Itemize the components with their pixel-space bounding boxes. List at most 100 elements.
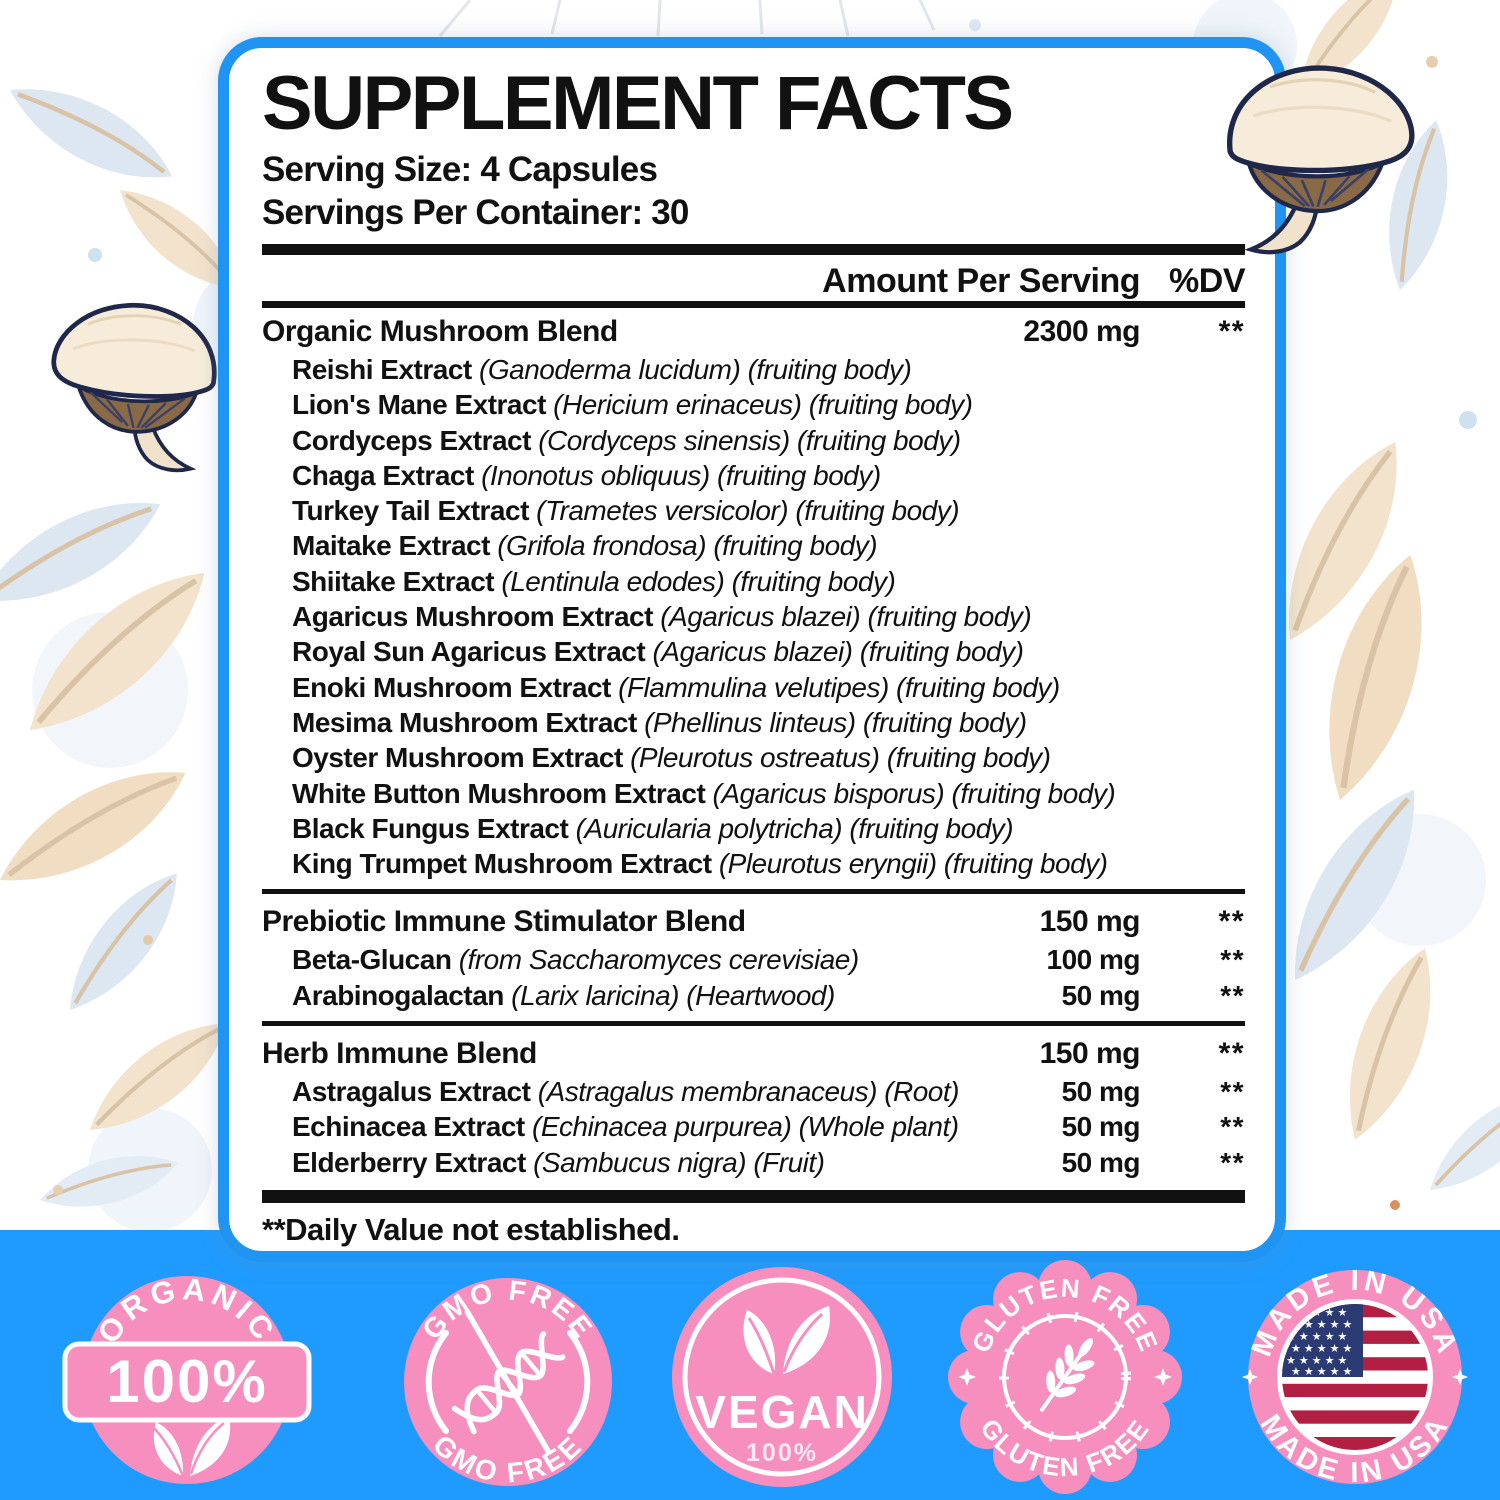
ingredient-name: White Button Mushroom Extract (Agaricus … bbox=[292, 777, 1116, 809]
table-header: Amount Per Serving %DV bbox=[262, 255, 1245, 301]
usa-flag-icon: ★★★★★★★★★★ ★★★★★★★★★★ ★★★★★★★★★★ bbox=[1282, 1304, 1428, 1450]
ingredient-dv: ** bbox=[1220, 979, 1245, 1011]
ingredient-amount: 100 mg bbox=[1046, 944, 1141, 976]
ingredient-amount: 150 mg bbox=[1039, 905, 1141, 939]
ingredient-row: Echinacea Extract (Echinacea purpurea) (… bbox=[262, 1109, 1245, 1144]
dna-icon bbox=[451, 1308, 566, 1456]
ingredient-name: Beta-Glucan (from Saccharomyces cerevisi… bbox=[292, 944, 859, 976]
divider bbox=[262, 301, 1245, 308]
made-in-usa-badge: MADE IN USA MADE IN USA ★★★★★ ★★★★★ ★★★★★… bbox=[1242, 1265, 1468, 1489]
facts-rows: Organic Mushroom Blend 2300 mg ** Reishi Ex… bbox=[262, 312, 1245, 1180]
ingredient-name: Prebiotic Immune Stimulator Blend bbox=[262, 905, 746, 939]
wheat-icon bbox=[1040, 1338, 1095, 1412]
ingredient-row: White Button Mushroom Extract (Agaricus … bbox=[262, 776, 1245, 811]
leaf-cluster-left bbox=[0, 66, 254, 1223]
ingredient-row: Shiitake Extract (Lentinula edodes) (fru… bbox=[262, 564, 1245, 599]
ingredient-amount: 50 mg bbox=[1061, 1146, 1141, 1178]
ingredient-amount: 50 mg bbox=[1061, 1076, 1141, 1108]
sketch-lines bbox=[438, 0, 936, 37]
ingredient-row: King Trumpet Mushroom Extract (Pleurotus… bbox=[262, 846, 1245, 881]
ingredient-amount: 50 mg bbox=[1061, 979, 1141, 1011]
ingredient-name: Organic Mushroom Blend bbox=[262, 315, 618, 348]
ingredient-row: Maitake Extract (Grifola frondosa) (frui… bbox=[262, 528, 1245, 563]
star-icon bbox=[958, 1368, 1172, 1386]
ingredient-name: Reishi Extract (Ganoderma lucidum) (frui… bbox=[292, 354, 912, 385]
ingredient-name: Turkey Tail Extract (Trametes versicolor… bbox=[292, 495, 960, 527]
ingredient-name: Maitake Extract (Grifola frondosa) (frui… bbox=[292, 530, 878, 562]
star-icon bbox=[1242, 1369, 1468, 1385]
column-dv: %DV bbox=[1169, 262, 1245, 300]
ingredient-row: Royal Sun Agaricus Extract (Agaricus bla… bbox=[262, 634, 1245, 669]
blend-row: Organic Mushroom Blend 2300 mg ** bbox=[262, 312, 1245, 352]
supplement-facts-panel: SUPPLEMENT FACTS Serving Size: 4 Capsule… bbox=[218, 37, 1286, 1262]
gmo-free-badge: GMO FREE GMO FREE bbox=[404, 1275, 612, 1488]
ingredient-row: Chaga Extract (Inonotus obliquus) (fruit… bbox=[262, 458, 1245, 493]
ingredient-name: Mesima Mushroom Extract (Phellinus linte… bbox=[292, 706, 1027, 738]
ingredient-row: Agaricus Mushroom Extract (Agaricus blaz… bbox=[262, 599, 1245, 634]
vegan-label: VEGAN bbox=[695, 1386, 869, 1438]
ingredient-name: Chaga Extract (Inonotus obliquus) (fruit… bbox=[292, 459, 881, 491]
ingredient-name: Elderberry Extract (Sambucus nigra) (Fru… bbox=[292, 1146, 825, 1178]
ingredient-row: Black Fungus Extract (Auricularia polytr… bbox=[262, 811, 1245, 846]
leaf-icon bbox=[151, 1416, 231, 1477]
divider bbox=[262, 1189, 1245, 1203]
ingredient-dv: ** bbox=[1218, 1037, 1245, 1071]
vegan-badge: VEGAN 100% bbox=[672, 1267, 892, 1487]
ingredient-name: Enoki Mushroom Extract (Flammulina velut… bbox=[292, 671, 1060, 703]
ingredient-name: Black Fungus Extract (Auricularia polytr… bbox=[292, 812, 1014, 844]
footnote: **Daily Value not established. bbox=[262, 1211, 680, 1247]
ingredient-row: Cordyceps Extract (Cordyceps sinensis) (… bbox=[262, 423, 1245, 458]
ingredient-row: Oyster Mushroom Extract (Pleurotus ostre… bbox=[262, 740, 1245, 775]
column-amount: Amount Per Serving bbox=[822, 262, 1140, 300]
ingredient-name: Astragalus Extract (Astragalus membranac… bbox=[292, 1076, 959, 1108]
ingredient-name: Royal Sun Agaricus Extract (Agaricus bla… bbox=[292, 636, 1024, 668]
blend-row: Prebiotic Immune Stimulator Blend 150 mg *… bbox=[262, 902, 1245, 942]
ingredient-name: Lion's Mane Extract (Hericium erinaceus)… bbox=[292, 389, 973, 421]
svg-text:★★★★★: ★★★★★ bbox=[1291, 1342, 1355, 1355]
ingredient-row: Mesima Mushroom Extract (Phellinus linte… bbox=[262, 705, 1245, 740]
ingredient-name: Agaricus Mushroom Extract (Agaricus blaz… bbox=[292, 601, 1032, 633]
ingredient-row: Turkey Tail Extract (Trametes versicolor… bbox=[262, 493, 1245, 528]
gluten-free-badge: GLUTEN FREE GLUTEN FREE bbox=[948, 1260, 1182, 1494]
ingredient-dv: ** bbox=[1218, 905, 1245, 939]
parentheses-icon bbox=[425, 1330, 591, 1434]
ingredient-amount: 50 mg bbox=[1061, 1111, 1141, 1143]
serving-size: Serving Size: 4 Capsules bbox=[262, 150, 658, 189]
organic-value: 100% bbox=[106, 1348, 267, 1415]
svg-text:★★★★★: ★★★★★ bbox=[1286, 1354, 1350, 1367]
blend-row: Herb Immune Blend 150 mg ** bbox=[262, 1034, 1245, 1074]
ingredient-name: King Trumpet Mushroom Extract (Pleurotus… bbox=[292, 848, 1108, 880]
ingredient-name: Shiitake Extract (Lentinula edodes) (fru… bbox=[292, 565, 896, 597]
ingredient-row: Astragalus Extract (Astragalus membranac… bbox=[262, 1074, 1245, 1109]
ingredient-row: Enoki Mushroom Extract (Flammulina velut… bbox=[262, 670, 1245, 705]
divider bbox=[262, 244, 1245, 255]
ingredient-row: Lion's Mane Extract (Hericium erinaceus)… bbox=[262, 387, 1245, 422]
ingredient-name: Arabinogalactan (Larix laricina) (Heartw… bbox=[292, 979, 835, 1011]
ingredient-name: Herb Immune Blend bbox=[262, 1037, 537, 1071]
ingredient-row: Beta-Glucan (from Saccharomyces cerevisi… bbox=[262, 942, 1245, 977]
section-divider bbox=[262, 1021, 1245, 1027]
leaf-icon bbox=[743, 1306, 830, 1375]
mushroom-illustration bbox=[1195, 47, 1420, 263]
ingredient-dv: ** bbox=[1220, 1076, 1245, 1108]
ingredient-name: Oyster Mushroom Extract (Pleurotus ostre… bbox=[292, 742, 1051, 774]
svg-text:★★★★★: ★★★★★ bbox=[1286, 1330, 1350, 1343]
ingredient-row: Reishi Extract (Ganoderma lucidum) (frui… bbox=[262, 352, 1245, 387]
vegan-value: 100% bbox=[746, 1439, 818, 1467]
ingredient-dv: ** bbox=[1218, 315, 1245, 348]
page-title: SUPPLEMENT FACTS bbox=[262, 61, 1014, 146]
organic-badge: ORGANIC 100% bbox=[62, 1271, 312, 1484]
svg-text:★★★★★: ★★★★★ bbox=[1291, 1365, 1355, 1378]
servings-per-container: Servings Per Container: 30 bbox=[262, 193, 689, 232]
ingredient-name: Echinacea Extract (Echinacea purpurea) (… bbox=[292, 1111, 959, 1143]
ingredient-dv: ** bbox=[1220, 1146, 1245, 1178]
ingredient-name: Cordyceps Extract (Cordyceps sinensis) (… bbox=[292, 424, 961, 456]
ingredient-amount: 150 mg bbox=[1039, 1037, 1141, 1071]
ingredient-dv: ** bbox=[1220, 1111, 1245, 1143]
ingredient-dv: ** bbox=[1220, 944, 1245, 976]
section-divider bbox=[262, 889, 1245, 895]
ingredient-row: Arabinogalactan (Larix laricina) (Heartw… bbox=[262, 978, 1245, 1013]
ingredient-amount: 2300 mg bbox=[1023, 315, 1140, 348]
ingredient-row: Elderberry Extract (Sambucus nigra) (Fru… bbox=[262, 1145, 1245, 1180]
